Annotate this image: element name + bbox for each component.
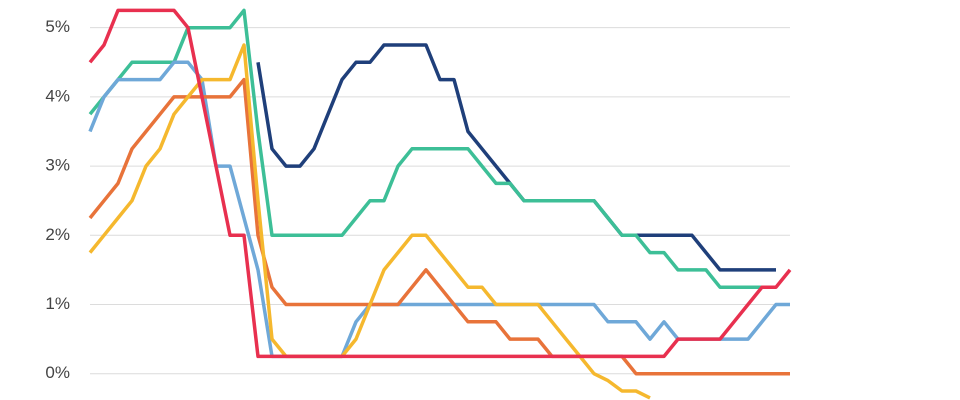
y-tick-label: 0% xyxy=(45,363,70,382)
y-tick-label: 3% xyxy=(45,156,70,175)
series-line xyxy=(88,60,790,359)
y-tick-label: 4% xyxy=(45,86,70,105)
y-tick-label: 5% xyxy=(45,17,70,36)
y-tick-label: 1% xyxy=(45,294,70,313)
series-line xyxy=(88,8,776,289)
series-line xyxy=(88,43,651,400)
series-line xyxy=(88,77,790,376)
y-tick-label: 2% xyxy=(45,225,70,244)
series-line xyxy=(88,8,792,359)
